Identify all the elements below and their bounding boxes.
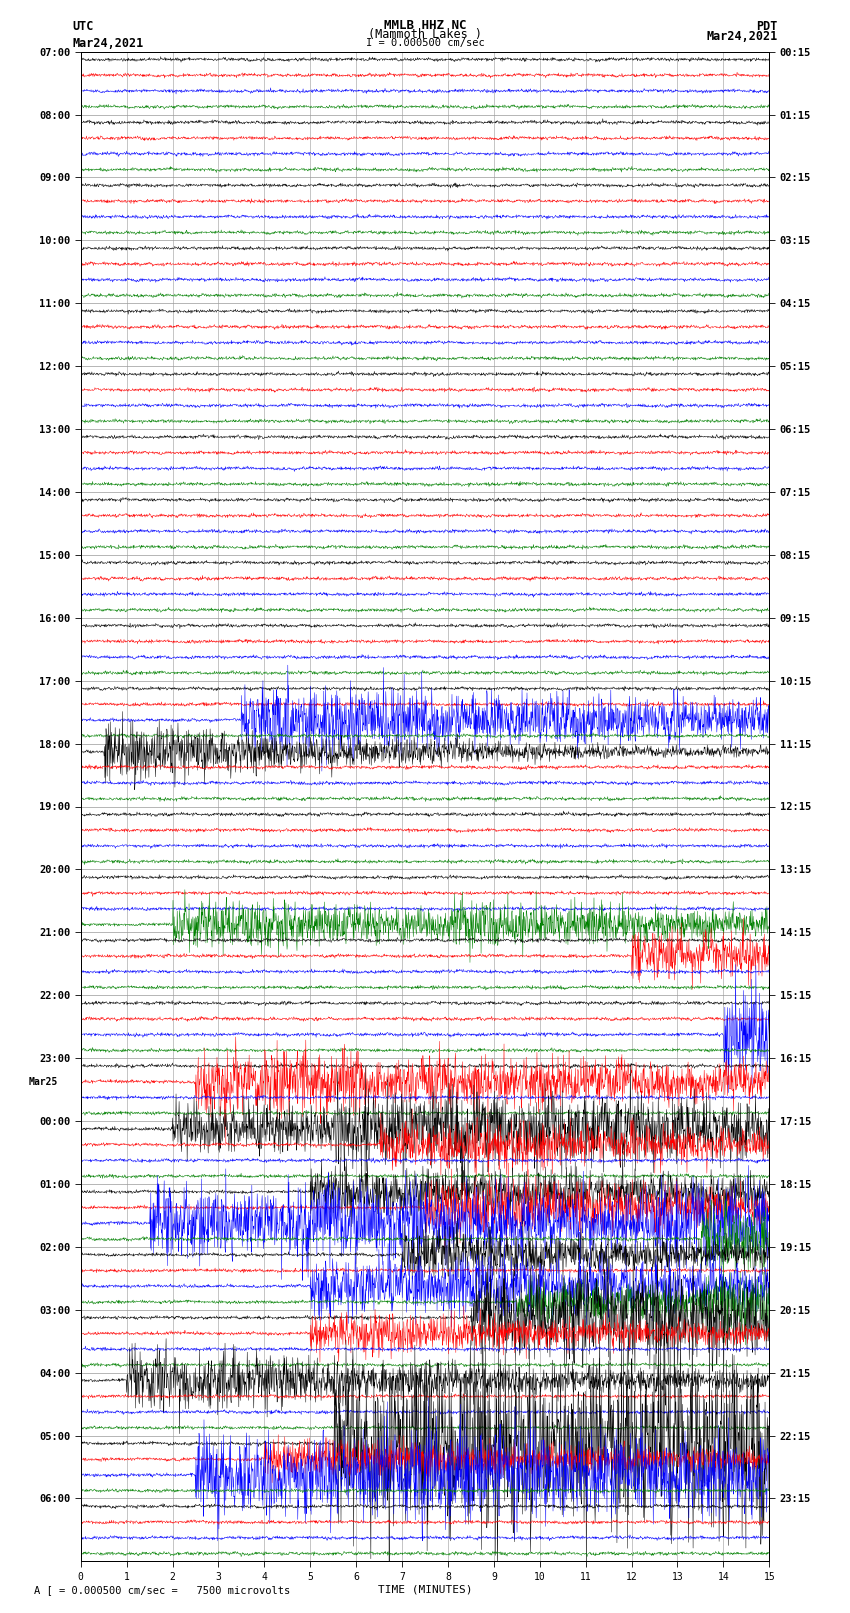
- Text: A [ = 0.000500 cm/sec =   7500 microvolts: A [ = 0.000500 cm/sec = 7500 microvolts: [34, 1586, 290, 1595]
- Text: UTC: UTC: [72, 19, 94, 34]
- Text: Mar25: Mar25: [28, 1077, 58, 1087]
- Text: Mar24,2021: Mar24,2021: [706, 31, 778, 44]
- Text: MMLB HHZ NC: MMLB HHZ NC: [383, 18, 467, 32]
- Text: Mar24,2021: Mar24,2021: [72, 37, 144, 50]
- X-axis label: TIME (MINUTES): TIME (MINUTES): [377, 1584, 473, 1595]
- Text: PDT: PDT: [756, 19, 778, 34]
- Text: I = 0.000500 cm/sec: I = 0.000500 cm/sec: [366, 37, 484, 48]
- Text: (Mammoth Lakes ): (Mammoth Lakes ): [368, 29, 482, 42]
